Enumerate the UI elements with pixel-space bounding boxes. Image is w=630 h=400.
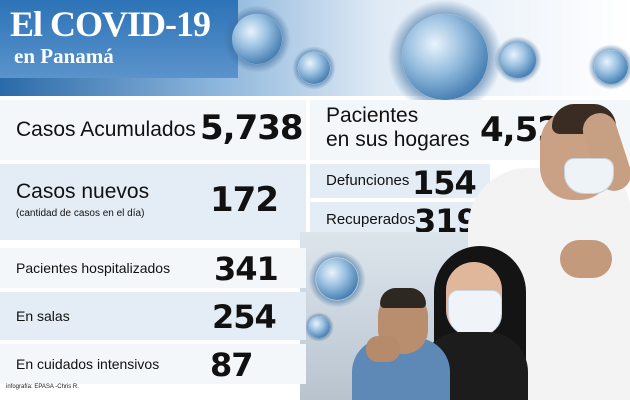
virus-icon: [304, 312, 334, 342]
hospitalizados-value: 341: [214, 250, 279, 288]
hospitalizados-label: Pacientes hospitalizados: [16, 260, 171, 276]
virus-icon: [493, 35, 543, 85]
casos-nuevos-label: Casos nuevos: [16, 180, 150, 203]
intensivos-label: En cuidados intensivos: [16, 356, 160, 372]
face-mask-icon: [564, 158, 614, 194]
recuperados-label: Recuperados: [326, 211, 416, 228]
salas-label: En salas: [16, 308, 70, 324]
header-banner: El COVID-19 en Panamá: [0, 0, 630, 116]
coughing-man-hand: [366, 336, 400, 362]
coughing-man-hair: [380, 288, 426, 308]
defunciones-value: 154: [412, 164, 477, 202]
salas-panel: En salas 254: [0, 292, 306, 340]
defunciones-label: Defunciones: [326, 172, 410, 189]
casos-nuevos-value: 172: [210, 180, 279, 220]
intensivos-panel: En cuidados intensivos 87: [0, 344, 306, 384]
defunciones-panel: Defunciones 154: [310, 164, 490, 202]
pacientes-hogares-label-2: en sus hogares: [326, 128, 470, 151]
casos-acumulados-label: Casos Acumulados: [16, 118, 196, 141]
salas-value: 254: [212, 298, 277, 336]
virus-icon: [223, 5, 291, 73]
casos-acumulados-panel: Casos Acumulados 5,738: [0, 100, 306, 160]
casos-nuevos-note: (cantidad de casos en el día): [16, 208, 145, 219]
virus-icon: [292, 46, 336, 90]
title-box: El COVID-19 en Panamá: [0, 0, 238, 78]
man-hand: [560, 240, 612, 278]
virus-icon: [308, 250, 366, 308]
page-title: El COVID-19: [10, 4, 211, 44]
intensivos-value: 87: [210, 346, 254, 384]
virus-icon: [386, 0, 504, 116]
hospitalizados-panel: Pacientes hospitalizados 341: [0, 248, 306, 288]
credit-text: infografía: EPASA -Chris R.: [6, 384, 79, 390]
virus-icon: [587, 43, 630, 91]
pacientes-hogares-label-1: Pacientes: [326, 104, 419, 127]
page-subtitle: en Panamá: [14, 44, 114, 68]
casos-acumulados-value: 5,738: [200, 108, 304, 148]
face-mask-icon: [448, 290, 502, 336]
casos-nuevos-panel: Casos nuevos (cantidad de casos en el dí…: [0, 164, 306, 240]
